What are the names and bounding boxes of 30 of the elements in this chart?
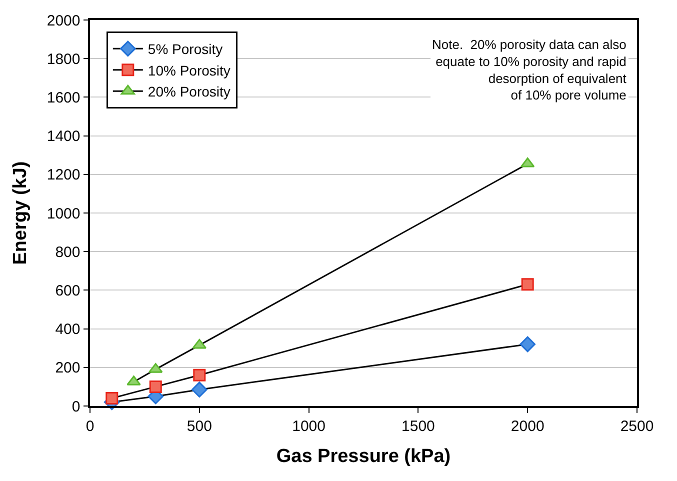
- x-tick-label: 500: [186, 418, 212, 435]
- y-tick-label: 0: [72, 398, 80, 416]
- point: [192, 338, 206, 349]
- y-tick-label: 1000: [46, 205, 80, 222]
- x-tick-label: 1000: [292, 418, 326, 435]
- point: [192, 382, 208, 398]
- y-tick-label: 2000: [46, 12, 80, 30]
- annotation: Note. 20% porosity data can also equate to 10% porosity and rapid desorption of equivalent of 10% pore volume: [432, 37, 627, 103]
- x-tick-label: 2000: [510, 418, 544, 435]
- x-tick-label: 0: [86, 418, 94, 435]
- y-tick-label: 1600: [46, 89, 80, 106]
- y-tick-label: 1200: [46, 166, 80, 184]
- point: [149, 380, 162, 393]
- legend-label: 5% Porosity: [148, 41, 223, 58]
- y-axis-title: Energy (kJ): [10, 161, 32, 265]
- y-tick-label: 600: [55, 282, 80, 300]
- x-axis-title: Gas Pressure (kPa): [276, 446, 451, 468]
- point: [193, 368, 206, 382]
- point: [521, 278, 534, 291]
- y-tick-label: 800: [55, 244, 80, 261]
- point: [520, 336, 536, 352]
- y-tick-label: 1400: [46, 128, 80, 146]
- y-tick-label: 1800: [46, 50, 80, 68]
- x-tick-label: 1500: [402, 418, 435, 435]
- legend-label: 10% Porosity: [148, 62, 230, 78]
- point: [106, 392, 118, 405]
- legend-label: 20% Porosity: [148, 84, 230, 100]
- y-tick-label: 400: [55, 321, 80, 338]
- y-tick-label: 200: [55, 360, 80, 377]
- x-tick-label: 2500: [620, 418, 654, 435]
